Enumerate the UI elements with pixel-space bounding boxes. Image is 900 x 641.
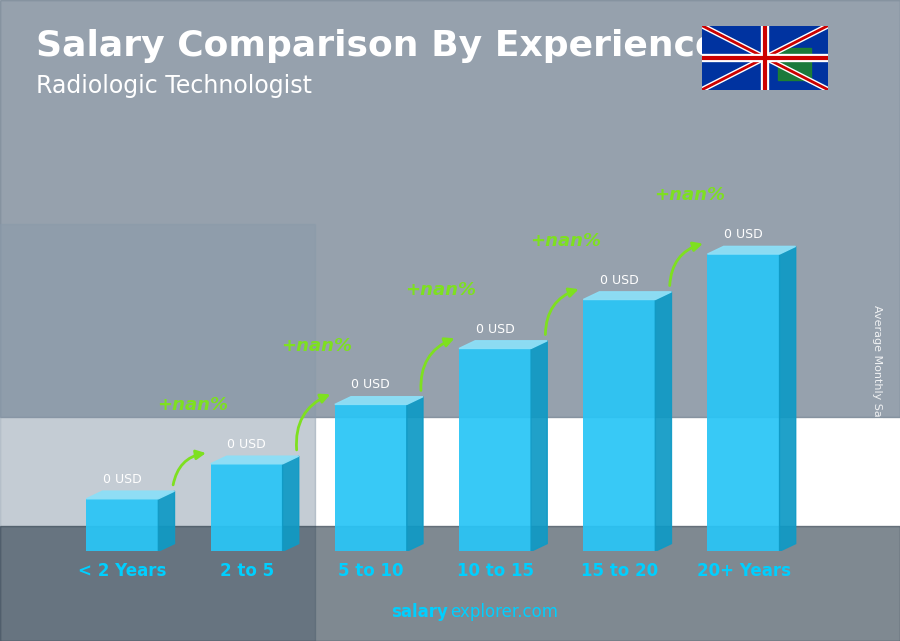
Bar [86, 499, 158, 551]
Polygon shape [459, 341, 547, 349]
Polygon shape [158, 491, 175, 551]
Bar [707, 254, 779, 551]
Polygon shape [655, 292, 671, 551]
Text: Radiologic Technologist: Radiologic Technologist [36, 74, 312, 97]
Bar [0, 526, 900, 641]
Text: 0 USD: 0 USD [476, 322, 515, 335]
Text: salary: salary [392, 603, 448, 620]
Polygon shape [779, 246, 796, 551]
Polygon shape [407, 397, 423, 551]
Text: +nan%: +nan% [654, 187, 725, 204]
Text: 0 USD: 0 USD [227, 438, 266, 451]
Text: +nan%: +nan% [406, 281, 476, 299]
Bar [211, 464, 283, 551]
Text: 0 USD: 0 USD [724, 228, 763, 241]
Text: 0 USD: 0 USD [351, 378, 391, 392]
Text: +nan%: +nan% [530, 232, 600, 250]
Text: Average Monthly Salary: Average Monthly Salary [872, 305, 883, 438]
Text: 0 USD: 0 USD [600, 274, 639, 287]
Polygon shape [86, 491, 175, 499]
Text: 0 USD: 0 USD [103, 473, 141, 486]
Polygon shape [531, 341, 547, 551]
Bar [0, 0, 900, 417]
Polygon shape [335, 397, 423, 404]
Polygon shape [583, 292, 671, 299]
Polygon shape [283, 456, 299, 551]
Text: +nan%: +nan% [282, 337, 352, 354]
Text: explorer.com: explorer.com [450, 603, 558, 620]
Bar [778, 48, 811, 80]
Text: Salary Comparison By Experience: Salary Comparison By Experience [36, 29, 719, 63]
Bar [583, 299, 655, 551]
Polygon shape [707, 246, 796, 254]
Bar [0, 224, 315, 641]
Text: +nan%: +nan% [157, 396, 228, 414]
Bar [459, 349, 531, 551]
Bar [335, 404, 407, 551]
Polygon shape [211, 456, 299, 464]
